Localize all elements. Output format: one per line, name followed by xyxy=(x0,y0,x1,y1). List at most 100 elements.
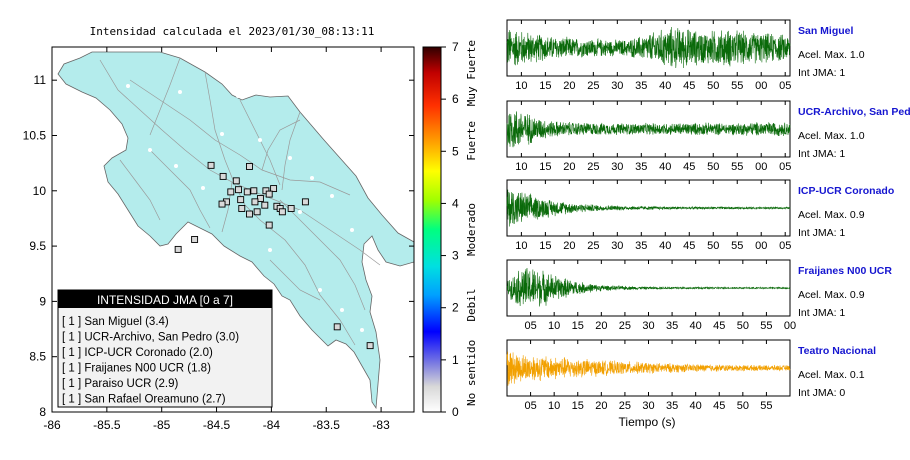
map-y-tick-label: 10.5 xyxy=(23,128,47,142)
town-dots xyxy=(106,84,364,332)
waveform-tick-label: 00 xyxy=(755,80,767,92)
waveform-tick-label: 05 xyxy=(524,400,536,412)
waveform-tick-label: 45 xyxy=(713,320,725,332)
map-y-tick-label: 11 xyxy=(34,73,47,87)
waveform-tick-label: 40 xyxy=(690,320,702,332)
waveform-tick-label: 10 xyxy=(515,240,527,252)
waveform-tick-label: 15 xyxy=(572,320,584,332)
colorbar-level-label: No sentido xyxy=(465,340,478,406)
station-marker xyxy=(246,210,253,218)
station-name-label: ICP-UCR Coronado xyxy=(798,185,894,197)
waveform-trace xyxy=(506,189,791,227)
station-marker xyxy=(237,196,245,204)
colorbar-tick-label: 2 xyxy=(452,301,459,315)
colorbar-scale xyxy=(422,46,442,413)
colorbar-level-label: Muy Fuerte xyxy=(465,40,478,106)
jma-intensity-label: Int JMA: 1 xyxy=(798,307,845,319)
waveform-tick-label: 20 xyxy=(595,400,607,412)
colorbar-level-label: Moderado xyxy=(465,203,478,256)
max-accel-label: Acel. Max. 1.0 xyxy=(798,130,865,142)
colorbar-level-label: Debil xyxy=(465,289,478,322)
map-axes: -86 -85.5 -85 -84.5 -84 -83.5 -83 11 10.5 10 9.5 9 8… xyxy=(23,47,414,432)
waveform-panel: 10 15 20 25 30 35 40 45 50 55 00 05 UCR-Archivo, San… xyxy=(506,100,910,173)
station-marker xyxy=(207,161,215,169)
waveform-tick-label: 25 xyxy=(619,320,631,332)
waveform-tick-label: 00 xyxy=(784,320,796,332)
waveform-tick-label: 15 xyxy=(539,80,551,92)
station-marker xyxy=(261,201,269,209)
map-x-tick-label: -83.5 xyxy=(313,418,341,432)
station-name-label: San Miguel xyxy=(798,25,854,37)
waveform-tick-label: 50 xyxy=(707,240,719,252)
station-marker xyxy=(251,198,259,206)
waveform-tick-label: 10 xyxy=(548,400,560,412)
waveform-tick-label: 05 xyxy=(524,320,536,332)
station-marker xyxy=(238,205,246,212)
map-y-tick-label: 10 xyxy=(33,184,47,198)
legend-header: INTENSIDAD JMA [0 a 7] xyxy=(97,293,233,307)
map-frame xyxy=(51,46,415,413)
waveform-tick-label: 25 xyxy=(587,80,599,92)
waveform-tick-label: 00 xyxy=(755,240,767,252)
colorbar-tick-label: 1 xyxy=(452,353,459,367)
waveform-tick-label: 20 xyxy=(563,161,575,173)
map-y-tick-label: 9.5 xyxy=(29,239,46,253)
legend-item: [ 1 ] ICP-UCR Coronado (2.0) xyxy=(62,347,213,359)
waveform-tick-label: 40 xyxy=(659,240,671,252)
waveform-x-label: Tiempo (s) xyxy=(619,415,676,429)
station-marker xyxy=(333,323,341,331)
station-marker xyxy=(219,172,227,180)
waveform-tick-label: 10 xyxy=(548,320,560,332)
waveform-tick-label: 25 xyxy=(619,400,631,412)
waveform-tick-label: 05 xyxy=(779,240,791,252)
colorbar-tick-label: 6 xyxy=(452,92,459,106)
jma-intensity-label: Int JMA: 0 xyxy=(798,387,845,399)
station-name-label: UCR-Archivo, San Pedro xyxy=(798,106,910,118)
jma-intensity-label: Int JMA: 1 xyxy=(798,148,845,160)
station-marker xyxy=(250,187,258,195)
waveform-tick-label: 55 xyxy=(731,161,743,173)
colorbar-tick-label: 4 xyxy=(452,196,459,210)
waveform-tick-label: 35 xyxy=(635,240,647,252)
station-marker xyxy=(265,221,273,229)
jma-intensity-label: Int JMA: 1 xyxy=(798,67,845,79)
station-name-label: Fraijanes N00 UCR xyxy=(798,265,892,277)
intensity-legend: INTENSIDAD JMA [0 a 7] [ 1 ] San Miguel … xyxy=(57,289,273,408)
waveform-panel: 10 15 20 25 30 35 40 45 50 55 00 05 ICP-UCR Coronado… xyxy=(506,179,894,252)
waveform-tick-label: 55 xyxy=(760,320,772,332)
station-marker xyxy=(253,208,261,216)
station-marker xyxy=(218,200,226,208)
waveform-tick-label: 30 xyxy=(611,80,623,92)
waveform-tick-label: 15 xyxy=(539,240,551,252)
map-y-tick-label: 8 xyxy=(39,405,46,419)
station-marker xyxy=(191,236,199,243)
waveform-panel: 10 15 20 25 30 35 40 45 50 55 00 05 San Miguel Acel. … xyxy=(506,19,865,92)
waveform-tick-label: 45 xyxy=(683,80,695,92)
legend-item: [ 1 ] San Rafael Oreamuno (2.7) xyxy=(62,394,226,406)
station-marker xyxy=(243,188,251,196)
max-accel-label: Acel. Max. 1.0 xyxy=(798,49,865,61)
waveform-trace xyxy=(506,351,791,386)
station-marker xyxy=(235,186,242,194)
colorbar-tick-label: 0 xyxy=(452,405,459,419)
map-x-tick-label: -83 xyxy=(372,418,390,432)
waveform-tick-label: 15 xyxy=(539,161,551,173)
legend-item: [ 1 ] UCR-Archivo, San Pedro (3.0) xyxy=(62,332,239,344)
station-marker xyxy=(227,188,235,196)
waveform-tick-label: 10 xyxy=(515,161,527,173)
waveform-tick-label: 20 xyxy=(563,240,575,252)
max-accel-label: Acel. Max. 0.9 xyxy=(798,209,865,221)
legend-item: [ 1 ] Paraiso UCR (2.9) xyxy=(62,378,178,390)
waveform-tick-label: 40 xyxy=(690,400,702,412)
map-x-tick-label: -85 xyxy=(153,418,171,432)
station-marker xyxy=(232,177,240,185)
station-markers xyxy=(174,161,374,350)
station-marker xyxy=(278,208,286,216)
waveform-tick-label: 05 xyxy=(779,161,791,173)
colorbar-tick-label: 5 xyxy=(452,144,459,158)
waveform-tick-label: 55 xyxy=(731,240,743,252)
map-title: Intensidad calculada el 2023/01/30_08:13… xyxy=(90,25,375,38)
max-accel-label: Acel. Max. 0.9 xyxy=(798,289,865,301)
waveform-tick-label: 20 xyxy=(563,80,575,92)
